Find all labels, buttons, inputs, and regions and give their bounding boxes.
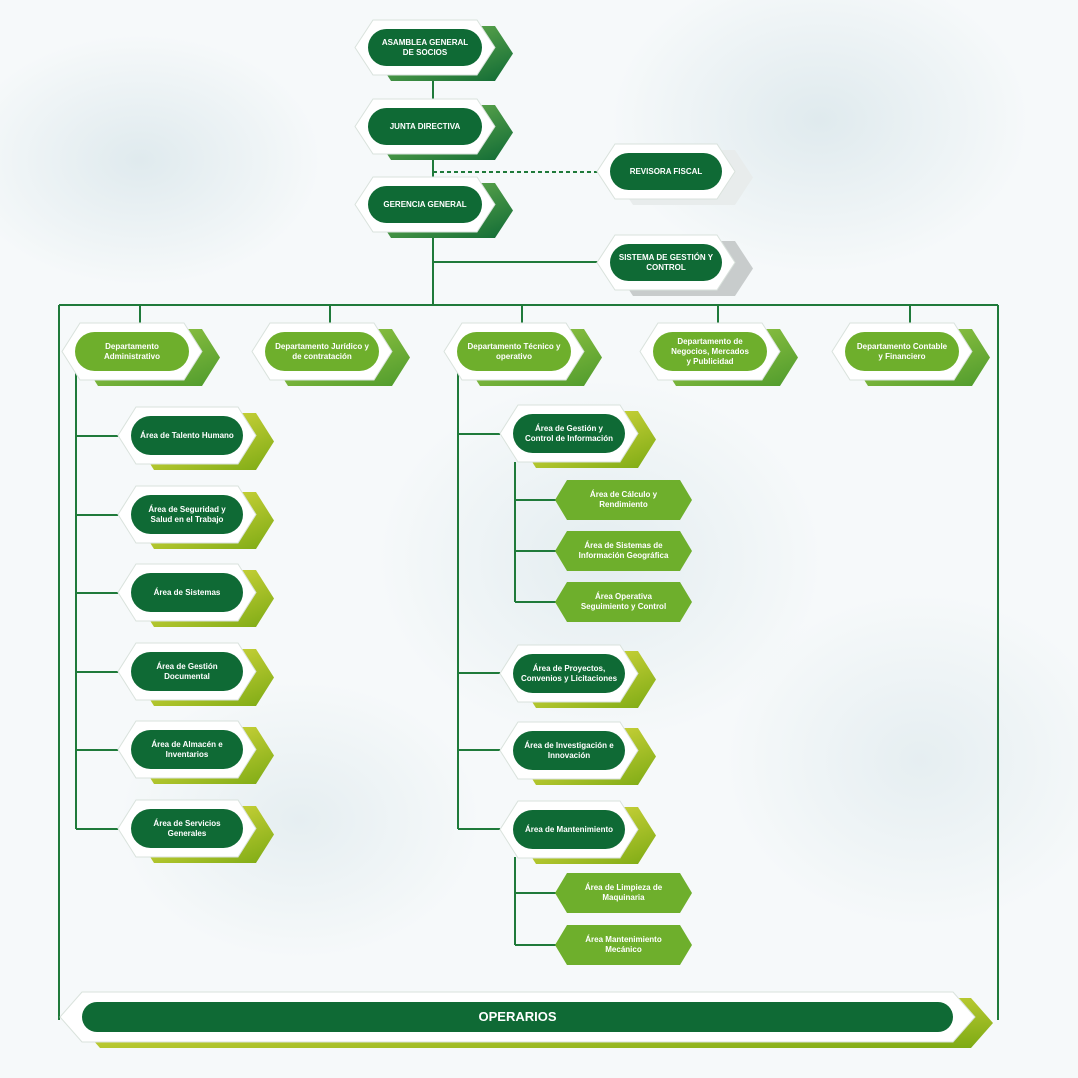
departamento-administrativo-node: Departamento Administrativo (61, 322, 226, 392)
junta-directiva-label: JUNTA DIRECTIVA (389, 121, 461, 131)
area-operativa-shape (555, 582, 692, 622)
area-seguridad-node: Área de Seguridad y Salud en el Trabajo (117, 485, 280, 555)
area-mecanico-node: Área Mantenimiento Mecánico (555, 925, 716, 977)
area-almacen-label: Área de Almacén e Inventarios (151, 739, 223, 759)
area-mantenimiento-node: Área de Mantenimiento (499, 800, 662, 870)
departamento-negocios-label: Departamento de Negocios, Mercados y Pub… (671, 336, 749, 366)
junta-directiva-node: JUNTA DIRECTIVA (354, 98, 519, 166)
departamento-tecnico-label: Departamento Técnico y operativo (467, 341, 561, 361)
area-talento-humano-label: Área de Talento Humano (140, 430, 234, 440)
area-investigacion-node: Área de Investigación e Innovación (499, 721, 662, 791)
area-operativa-label: Área Operativa Seguimiento y Control (580, 592, 667, 611)
gerencia-general-label: GERENCIA GENERAL (383, 199, 467, 209)
gerencia-general-shape (354, 176, 513, 238)
sistema-gestion-node: SISTEMA DE GESTIÓN Y CONTROL (596, 234, 759, 302)
area-limpieza-shape (555, 873, 692, 913)
area-gestion-informacion-shape (499, 404, 656, 468)
area-gestion-informacion-node: Área de Gestión y Control de Información (499, 404, 662, 474)
departamento-administrativo-label: Departamento Administrativo (103, 341, 160, 361)
area-sig-shape (555, 531, 692, 571)
asamblea-general-shape (354, 19, 513, 81)
area-almacen-shape (117, 720, 274, 784)
departamento-administrativo-shape (61, 322, 220, 386)
area-gestion-documental-label: Área de Gestión Documental (156, 661, 218, 681)
departamento-contable-node: Departamento Contable y Financiero (831, 322, 996, 392)
departamento-contable-shape (831, 322, 990, 386)
operarios-label: OPERARIOS (478, 1008, 557, 1024)
departamento-juridico-node: Departamento Jurídico y de contratación (251, 322, 416, 392)
departamento-negocios-node: Departamento de Negocios, Mercados y Pub… (639, 322, 804, 392)
asamblea-general-node: ASAMBLEA GENERAL DE SOCIOS (354, 19, 519, 87)
sistema-gestion-label: SISTEMA DE GESTIÓN Y CONTROL (618, 252, 714, 272)
area-mantenimiento-label: Área de Mantenimiento (524, 824, 613, 834)
area-operativa-node: Área Operativa Seguimiento y Control (555, 582, 716, 634)
area-gestion-informacion-label: Área de Gestión y Control de Información (525, 423, 613, 443)
departamento-juridico-label: Departamento Jurídico y de contratación (275, 341, 369, 361)
departamento-negocios-shape (639, 322, 798, 386)
area-gestion-documental-shape (117, 642, 274, 706)
departamento-contable-label: Departamento Contable y Financiero (856, 341, 948, 361)
area-servicios-generales-node: Área de Servicios Generales (117, 799, 280, 869)
area-sistemas-node: Área de Sistemas (117, 563, 280, 633)
area-limpieza-label: Área de Limpieza de Maquinaria (584, 883, 663, 902)
area-servicios-generales-shape (117, 799, 274, 863)
area-limpieza-node: Área de Limpieza de Maquinaria (555, 873, 716, 925)
area-sistemas-label: Área de Sistemas (153, 587, 221, 597)
gerencia-general-node: GERENCIA GENERAL (354, 176, 519, 244)
area-proyectos-node: Área de Proyectos, Convenios y Licitacio… (499, 644, 662, 714)
area-mecanico-shape (555, 925, 692, 965)
area-almacen-node: Área de Almacén e Inventarios (117, 720, 280, 790)
revisora-fiscal-label: REVISORA FISCAL (629, 166, 703, 176)
area-proyectos-label: Área de Proyectos, Convenios y Licitacio… (520, 663, 618, 683)
area-seguridad-label: Área de Seguridad y Salud en el Trabajo (148, 504, 226, 524)
area-sistemas-shape (117, 563, 274, 627)
area-mantenimiento-shape (499, 800, 656, 864)
area-mecanico-label: Área Mantenimiento Mecánico (585, 935, 662, 954)
departamento-tecnico-shape (443, 322, 602, 386)
operarios-node: OPERARIOS (59, 991, 999, 1054)
area-gestion-documental-node: Área de Gestión Documental (117, 642, 280, 712)
junta-directiva-shape (354, 98, 513, 160)
area-calculo-label: Área de Cálculo y Rendimiento (589, 490, 658, 509)
revisora-fiscal-shape (596, 143, 753, 205)
area-sig-node: Área de Sistemas de Información Geográfi… (555, 531, 716, 583)
revisora-fiscal-node: REVISORA FISCAL (596, 143, 759, 211)
area-talento-humano-node: Área de Talento Humano (117, 406, 280, 476)
area-sig-label: Área de Sistemas de Información Geográfi… (578, 541, 669, 560)
area-seguridad-shape (117, 485, 274, 549)
departamento-tecnico-node: Departamento Técnico y operativo (443, 322, 608, 392)
area-calculo-shape (555, 480, 692, 520)
departamento-juridico-shape (251, 322, 410, 386)
area-talento-humano-shape (117, 406, 274, 470)
sistema-gestion-shape (596, 234, 753, 296)
area-calculo-node: Área de Cálculo y Rendimiento (555, 480, 716, 532)
area-servicios-generales-label: Área de Servicios Generales (153, 818, 221, 838)
operarios-shape (59, 991, 993, 1048)
area-proyectos-shape (499, 644, 656, 708)
asamblea-general-label: ASAMBLEA GENERAL DE SOCIOS (381, 37, 469, 57)
area-investigacion-shape (499, 721, 656, 785)
area-investigacion-label: Área de Investigación e Innovación (524, 740, 614, 760)
